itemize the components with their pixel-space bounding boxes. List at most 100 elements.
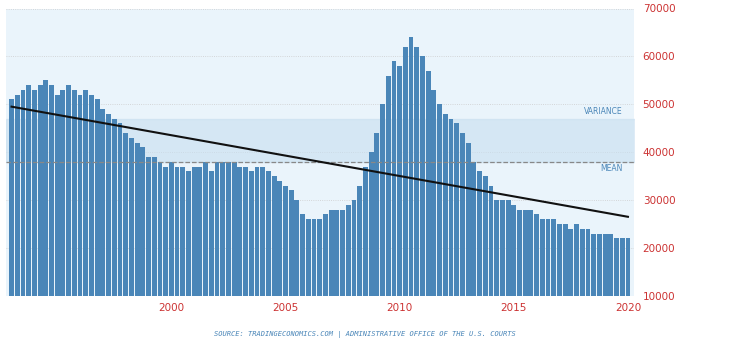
Bar bbox=[437, 104, 442, 340]
Bar bbox=[591, 234, 596, 340]
Bar bbox=[209, 171, 214, 340]
Bar bbox=[101, 109, 105, 340]
Bar bbox=[300, 215, 305, 340]
Bar bbox=[540, 219, 545, 340]
Bar bbox=[443, 114, 447, 340]
Bar bbox=[472, 162, 476, 340]
Bar bbox=[243, 167, 248, 340]
Bar bbox=[158, 162, 162, 340]
Bar bbox=[466, 142, 471, 340]
Text: MEAN: MEAN bbox=[600, 164, 622, 173]
Bar bbox=[557, 224, 562, 340]
Bar bbox=[83, 90, 88, 340]
Text: SOURCE: TRADINGECONOMICS.COM | ADMINISTRATIVE OFFICE OF THE U.S. COURTS: SOURCE: TRADINGECONOMICS.COM | ADMINISTR… bbox=[214, 331, 516, 338]
Bar bbox=[72, 90, 77, 340]
Bar bbox=[123, 133, 128, 340]
Bar bbox=[597, 234, 602, 340]
Bar bbox=[89, 95, 94, 340]
Bar bbox=[26, 85, 31, 340]
Bar bbox=[517, 209, 522, 340]
Bar bbox=[140, 147, 145, 340]
Bar bbox=[169, 162, 174, 340]
Bar bbox=[272, 176, 277, 340]
Bar bbox=[363, 167, 368, 340]
Bar bbox=[454, 123, 459, 340]
Bar bbox=[334, 209, 339, 340]
Bar bbox=[545, 219, 550, 340]
Bar bbox=[426, 71, 431, 340]
Bar bbox=[603, 234, 607, 340]
Bar bbox=[277, 181, 283, 340]
Bar bbox=[249, 171, 254, 340]
Bar bbox=[174, 167, 180, 340]
Bar bbox=[43, 80, 48, 340]
Bar bbox=[500, 200, 505, 340]
Bar bbox=[306, 219, 311, 340]
Bar bbox=[77, 95, 82, 340]
Bar bbox=[460, 133, 465, 340]
Bar bbox=[95, 100, 99, 340]
Bar bbox=[266, 171, 271, 340]
Bar bbox=[534, 215, 539, 340]
Bar bbox=[294, 200, 299, 340]
Bar bbox=[215, 162, 220, 340]
Bar bbox=[374, 133, 380, 340]
Bar bbox=[237, 167, 242, 340]
Bar bbox=[312, 219, 317, 340]
Bar bbox=[38, 85, 42, 340]
Bar bbox=[220, 162, 225, 340]
Bar bbox=[511, 205, 516, 340]
Bar bbox=[626, 238, 631, 340]
Bar bbox=[409, 37, 413, 340]
Bar bbox=[620, 238, 625, 340]
Bar bbox=[488, 186, 493, 340]
Bar bbox=[15, 95, 20, 340]
Bar bbox=[164, 167, 168, 340]
Bar bbox=[289, 190, 293, 340]
Bar bbox=[346, 205, 350, 340]
Bar bbox=[563, 224, 568, 340]
Bar bbox=[352, 200, 356, 340]
Bar bbox=[328, 209, 334, 340]
Bar bbox=[197, 167, 202, 340]
Bar bbox=[483, 176, 488, 340]
Bar bbox=[477, 171, 482, 340]
Bar bbox=[431, 90, 437, 340]
Bar bbox=[614, 238, 619, 340]
Bar bbox=[186, 171, 191, 340]
Bar bbox=[551, 219, 556, 340]
Bar bbox=[420, 56, 425, 340]
Bar bbox=[585, 229, 591, 340]
Bar bbox=[608, 234, 613, 340]
Bar bbox=[397, 66, 402, 340]
Bar bbox=[129, 138, 134, 340]
Bar bbox=[146, 157, 151, 340]
Bar bbox=[20, 90, 26, 340]
Bar bbox=[260, 167, 265, 340]
Bar bbox=[180, 167, 185, 340]
Bar bbox=[203, 162, 208, 340]
Bar bbox=[134, 142, 139, 340]
Bar bbox=[523, 209, 528, 340]
Bar bbox=[569, 229, 573, 340]
Bar bbox=[385, 75, 391, 340]
Bar bbox=[49, 85, 54, 340]
Bar bbox=[506, 200, 510, 340]
Bar bbox=[231, 162, 237, 340]
Bar bbox=[580, 229, 585, 340]
Bar bbox=[574, 224, 579, 340]
Bar bbox=[106, 114, 111, 340]
Bar bbox=[255, 167, 259, 340]
Bar bbox=[403, 47, 408, 340]
Bar bbox=[61, 90, 66, 340]
Bar bbox=[391, 61, 396, 340]
Bar bbox=[380, 104, 385, 340]
Text: VARIANCE: VARIANCE bbox=[583, 107, 622, 116]
Bar bbox=[357, 186, 362, 340]
Bar bbox=[369, 152, 374, 340]
Bar bbox=[283, 186, 288, 340]
Bar bbox=[529, 209, 534, 340]
Bar bbox=[118, 123, 123, 340]
Bar bbox=[323, 215, 328, 340]
Bar bbox=[32, 90, 36, 340]
